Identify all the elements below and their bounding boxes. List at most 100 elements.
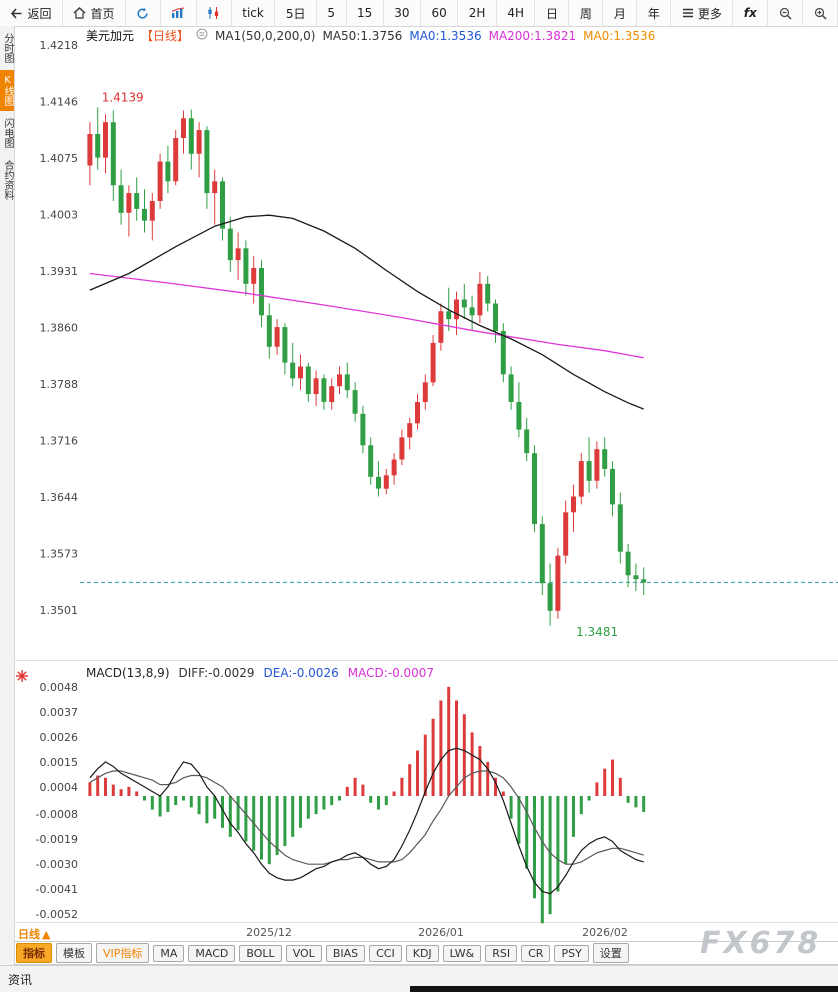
toolbar-label-tick: tick (242, 6, 264, 20)
tab-指标[interactable]: 指标 (16, 943, 52, 963)
svg-text:1.4003: 1.4003 (40, 209, 79, 222)
toolbar-label-home: 首页 (90, 6, 115, 21)
toolbar-label-back: 返回 (27, 6, 52, 21)
ma-settings-label: MA1(50,0,200,0) (215, 28, 316, 43)
toolbar-home[interactable]: 首页 (63, 0, 126, 26)
toolbar-label-more: 更多 (697, 6, 722, 21)
indicator-asterisk-icon[interactable] (15, 668, 29, 687)
toolbar-back[interactable]: 返回 (0, 0, 63, 26)
xaxis-month-label: 2026/01 (418, 926, 464, 939)
svg-text:0.0048: 0.0048 (40, 681, 79, 694)
toolbar-candle-chart[interactable] (197, 0, 232, 26)
svg-text:1.4146: 1.4146 (40, 96, 79, 109)
tab-VIP指标[interactable]: VIP指标 (96, 943, 150, 963)
tab-VOL[interactable]: VOL (285, 944, 322, 962)
ma0-orange-value: MA0:1.3536 (583, 28, 656, 43)
refresh-icon (136, 7, 149, 20)
svg-text:1.3716: 1.3716 (40, 435, 79, 448)
toolbar-label-4h: 4H (507, 6, 524, 20)
tab-PSY[interactable]: PSY (554, 944, 589, 962)
toolbar-2h[interactable]: 2H (458, 0, 497, 26)
tab-CR[interactable]: CR (521, 944, 551, 962)
sidebar-item-contract-info[interactable]: 合约资料 (2, 160, 13, 200)
candle-chart-icon (207, 7, 220, 19)
svg-text:1.3501: 1.3501 (40, 604, 79, 617)
chart-header: 美元加元 【日线】 MA1(50,0,200,0) MA50:1.3756 MA… (86, 27, 655, 44)
toolbar-label-month: 月 (613, 6, 626, 21)
news-tab[interactable]: 资讯 (8, 972, 33, 987)
tab-BIAS[interactable]: BIAS (325, 944, 366, 962)
symbol-name: 美元加元 (86, 29, 135, 43)
toolbar-label-5: 5 (327, 6, 336, 20)
tab-BOLL[interactable]: BOLL (239, 944, 282, 962)
zoom-out-icon (779, 7, 792, 20)
macd-dea-value: DEA:-0.0026 (263, 666, 339, 680)
xaxis-row: 日线 ▲ 2025/12 2026/01 2026/02 (14, 924, 838, 942)
back-icon (10, 7, 23, 19)
zoom-in-icon (814, 7, 827, 20)
toolbar-60[interactable]: 60 (421, 0, 459, 26)
sidebar-item-kline[interactable]: K线图 (0, 70, 14, 111)
chart-settings-icon[interactable] (196, 28, 208, 43)
xaxis-month-label: 2026/02 (582, 926, 628, 939)
svg-text:-0.0052: -0.0052 (36, 908, 78, 921)
sidebar-item-time-share[interactable]: 分时图 (2, 33, 13, 63)
toolbar-week[interactable]: 周 (569, 0, 604, 26)
tab-MACD[interactable]: MACD (188, 944, 236, 962)
svg-text:1.3860: 1.3860 (40, 322, 79, 335)
toolbar-5[interactable]: 5 (317, 0, 347, 26)
toolbar-refresh[interactable] (126, 0, 161, 26)
tab-CCI[interactable]: CCI (369, 944, 402, 962)
tab-设置[interactable]: 设置 (592, 943, 629, 963)
macd-diff-value: DIFF:-0.0029 (178, 666, 255, 680)
toolbar-year[interactable]: 年 (637, 0, 672, 26)
toolbar-month[interactable]: 月 (603, 0, 638, 26)
subchart-period-toggle[interactable]: 日线 ▲ (18, 926, 50, 942)
collapse-arrow-icon: ▲ (42, 928, 51, 941)
toolbar-tick[interactable]: tick (232, 0, 276, 26)
toolbar-day[interactable]: 日 (535, 0, 570, 26)
svg-text:0.0026: 0.0026 (40, 731, 79, 744)
tab-KDJ[interactable]: KDJ (405, 944, 439, 962)
toolbar-more[interactable]: 更多 (671, 0, 734, 26)
top-toolbar: 返回 首页 tick 5日 5 15 30 60 2H 4H 日 周 月 年 更多 fx (0, 0, 838, 27)
tab-LW&[interactable]: LW& (442, 944, 482, 962)
ma200-value: MA200:1.3821 (488, 28, 577, 43)
toolbar-label-year: 年 (647, 6, 660, 21)
svg-text:-0.0041: -0.0041 (36, 883, 78, 896)
line-chart-icon (171, 7, 185, 19)
toolbar-15[interactable]: 15 (347, 0, 384, 26)
tab-RSI[interactable]: RSI (485, 944, 518, 962)
ma0-blue-value: MA0:1.3536 (409, 28, 482, 43)
watermark: FX678 (700, 926, 822, 961)
svg-text:0.0037: 0.0037 (40, 706, 79, 719)
toolbar-label-5d: 5日 (285, 6, 306, 21)
toolbar-label-30: 30 (394, 6, 410, 20)
tab-模板[interactable]: 模板 (56, 943, 92, 963)
macd-header: MACD(13,8,9) DIFF:-0.0029 DEA:-0.0026 MA… (86, 666, 434, 680)
toolbar-fx[interactable]: fx (733, 0, 769, 26)
tab-MA[interactable]: MA (153, 944, 185, 962)
svg-text:1.4075: 1.4075 (40, 152, 79, 165)
toolbar-30[interactable]: 30 (384, 0, 421, 26)
sidebar-item-lightning[interactable]: 闪电图 (2, 118, 13, 148)
macd-value: MACD:-0.0007 (347, 666, 435, 680)
svg-text:-0.0030: -0.0030 (36, 858, 78, 871)
price-macd-chart[interactable]: 1.4218 1.4146 1.4075 1.4003 1.3931 1.3860 1.37… (14, 26, 838, 925)
home-icon (73, 7, 86, 19)
toolbar-zoom-in[interactable] (803, 0, 838, 26)
svg-text:0.0015: 0.0015 (40, 756, 79, 769)
period-label: 【日线】 (141, 29, 190, 43)
svg-text:-0.0008: -0.0008 (36, 808, 78, 821)
toolbar-4h[interactable]: 4H (497, 0, 536, 26)
svg-text:1.3931: 1.3931 (40, 265, 79, 278)
svg-text:1.3644: 1.3644 (40, 491, 79, 504)
toolbar-line-chart[interactable] (161, 0, 197, 26)
toolbar-5d[interactable]: 5日 (275, 0, 317, 26)
toolbar-label-60: 60 (431, 6, 447, 20)
toolbar-zoom-out[interactable] (768, 0, 804, 26)
menu-icon (682, 8, 694, 18)
xaxis-month-label: 2025/12 (246, 926, 292, 939)
bottom-black-strip (410, 986, 838, 992)
